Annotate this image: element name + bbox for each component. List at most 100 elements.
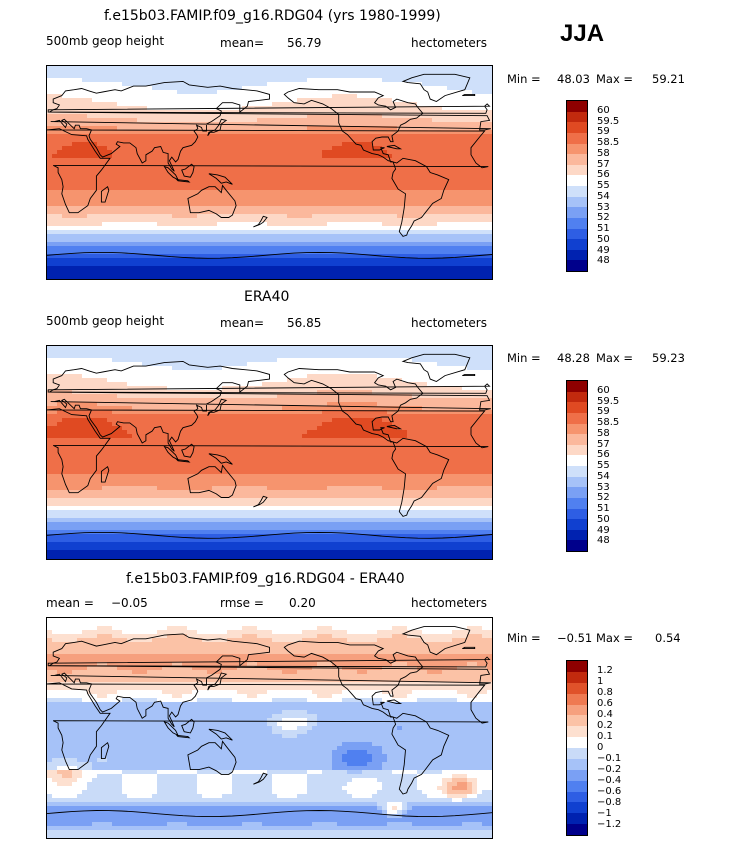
map-cell — [402, 74, 408, 79]
map-cell — [77, 134, 83, 139]
map-cell — [87, 218, 93, 223]
map-cell — [362, 174, 368, 179]
map-cell — [122, 106, 128, 111]
map-cell — [412, 170, 418, 175]
map-cell — [377, 242, 383, 247]
map-cell — [327, 66, 333, 71]
map-cell — [387, 86, 393, 91]
map-cell — [92, 70, 98, 75]
map-cell — [322, 254, 328, 259]
map-cell — [212, 178, 218, 183]
map-cell — [67, 262, 73, 267]
map-cell — [487, 230, 492, 235]
map-cell — [297, 218, 303, 223]
map-cell — [67, 278, 73, 279]
map-cell — [167, 166, 173, 171]
map-cell — [277, 190, 283, 195]
map-cell — [337, 86, 343, 91]
map-cell — [97, 166, 103, 171]
map-cell — [297, 234, 303, 239]
map-cell — [292, 178, 298, 183]
map-cell — [92, 218, 98, 223]
map-cell — [162, 154, 168, 159]
map-cell — [267, 206, 273, 211]
map-cell — [107, 66, 113, 71]
map-cell — [367, 198, 373, 203]
map-cell — [192, 166, 198, 171]
map-cell — [382, 190, 388, 195]
map-cell — [387, 182, 393, 187]
map-cell — [477, 154, 483, 159]
map-cell — [92, 146, 98, 151]
colorbar-swatch — [567, 217, 587, 229]
map-cell — [67, 254, 73, 259]
map-cell — [137, 138, 143, 143]
map-cell — [182, 350, 188, 355]
map-cell — [102, 138, 108, 143]
map-cell — [152, 70, 158, 75]
map-cell — [387, 166, 393, 171]
map-cell — [172, 186, 178, 191]
map-cell — [187, 346, 193, 351]
map-cell — [157, 242, 163, 247]
map-cell — [357, 134, 363, 139]
map-cell — [292, 254, 298, 259]
map-cell — [462, 82, 468, 87]
map-cell — [202, 250, 208, 255]
map-cell — [372, 258, 378, 263]
map-cell — [392, 270, 398, 275]
map-cell — [192, 118, 198, 123]
map-cell — [182, 210, 188, 215]
map-cell — [327, 134, 333, 139]
map-cell — [222, 142, 228, 147]
map-cell — [417, 254, 423, 259]
map-cell — [412, 230, 418, 235]
map-cell — [102, 214, 108, 219]
map-cell — [287, 78, 293, 83]
map-cell — [372, 234, 378, 239]
map-cell — [357, 158, 363, 163]
map-cell — [192, 178, 198, 183]
map-cell — [327, 130, 333, 135]
map-cell — [97, 266, 103, 271]
map-cell — [137, 210, 143, 215]
map-cell — [362, 266, 368, 271]
map-cell — [487, 258, 492, 263]
map-cell — [167, 218, 173, 223]
map-cell — [182, 78, 188, 83]
map-cell — [347, 238, 353, 243]
map-cell — [317, 198, 323, 203]
map-cell — [282, 170, 288, 175]
map-cell — [327, 154, 333, 159]
map-cell — [277, 94, 283, 99]
map-cell — [402, 142, 408, 147]
map-cell — [162, 170, 168, 175]
map-cell — [382, 186, 388, 191]
map-cell — [97, 190, 103, 195]
map-cell — [437, 122, 443, 127]
map-cell — [267, 266, 273, 271]
map-cell — [452, 178, 458, 183]
map-cell — [322, 90, 328, 95]
map-cell — [177, 146, 183, 151]
map-cell — [282, 238, 288, 243]
map-cell — [82, 210, 88, 215]
map-cell — [252, 218, 258, 223]
map-cell — [322, 138, 328, 143]
map-cell — [57, 234, 63, 239]
map-cell — [392, 230, 398, 235]
map-cell — [277, 90, 283, 95]
map-cell — [77, 122, 83, 127]
map-cell — [207, 82, 213, 87]
map-cell — [367, 182, 373, 187]
map-cell — [362, 126, 368, 131]
map-cell — [332, 86, 338, 91]
map-cell — [332, 186, 338, 191]
map-cell — [297, 118, 303, 123]
map-cell — [92, 162, 98, 167]
map-cell — [107, 74, 113, 79]
map-cell — [462, 242, 468, 247]
map-cell — [362, 226, 368, 231]
map-cell — [122, 246, 128, 251]
map-cell — [262, 270, 268, 275]
